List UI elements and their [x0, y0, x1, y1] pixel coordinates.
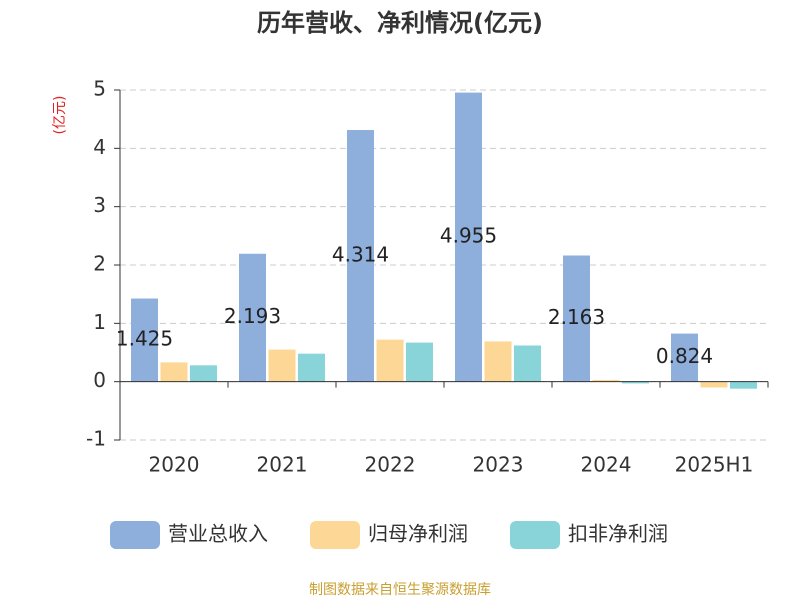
x-tick-label: 2022 — [365, 453, 416, 477]
chart-title: 历年营收、净利情况(亿元) — [257, 9, 543, 37]
y-tick-label: 1 — [93, 310, 106, 334]
bar — [160, 362, 188, 382]
bar — [406, 342, 433, 382]
x-tick-label: 2025H1 — [675, 453, 754, 477]
value-label: 0.824 — [656, 344, 713, 368]
y-axis-label: (亿元) — [52, 96, 68, 135]
bar — [376, 339, 404, 382]
bar — [671, 333, 698, 382]
bar — [455, 92, 482, 382]
y-tick-label: -1 — [86, 427, 106, 451]
legend-label: 扣非净利润 — [568, 522, 668, 546]
legend-swatch — [110, 521, 160, 549]
x-tick-label: 2024 — [581, 453, 632, 477]
bar — [190, 365, 217, 382]
bar — [563, 255, 590, 382]
source: 制图数据来自恒生聚源数据库 — [309, 582, 491, 598]
bar — [592, 379, 620, 382]
value-label: 2.163 — [548, 305, 605, 329]
value-label: 4.314 — [332, 242, 389, 266]
y-tick-label: 4 — [93, 135, 106, 159]
legend-label: 归母净利润 — [368, 522, 468, 546]
y-tick-label: 2 — [93, 252, 106, 276]
bar — [239, 253, 266, 382]
y-tick-label: 3 — [93, 193, 106, 217]
y-tick-label: 5 — [93, 77, 106, 101]
x-tick-label: 2020 — [149, 453, 200, 477]
legend-label: 营业总收入 — [168, 522, 268, 546]
bar — [622, 381, 649, 384]
x-tick-label: 2021 — [257, 453, 308, 477]
value-label: 1.425 — [116, 327, 173, 351]
value-label: 2.193 — [224, 304, 281, 328]
bar — [347, 130, 374, 382]
bar — [514, 345, 541, 382]
legend-swatch — [310, 521, 360, 549]
bar — [700, 381, 728, 388]
bar — [131, 298, 158, 382]
y-tick-label: 0 — [93, 368, 106, 392]
bar — [730, 381, 757, 389]
bar — [484, 341, 512, 382]
bar — [298, 353, 325, 382]
x-tick-label: 2023 — [473, 453, 524, 477]
value-label: 4.955 — [440, 224, 497, 248]
legend-swatch — [510, 521, 560, 549]
bar — [268, 349, 296, 382]
